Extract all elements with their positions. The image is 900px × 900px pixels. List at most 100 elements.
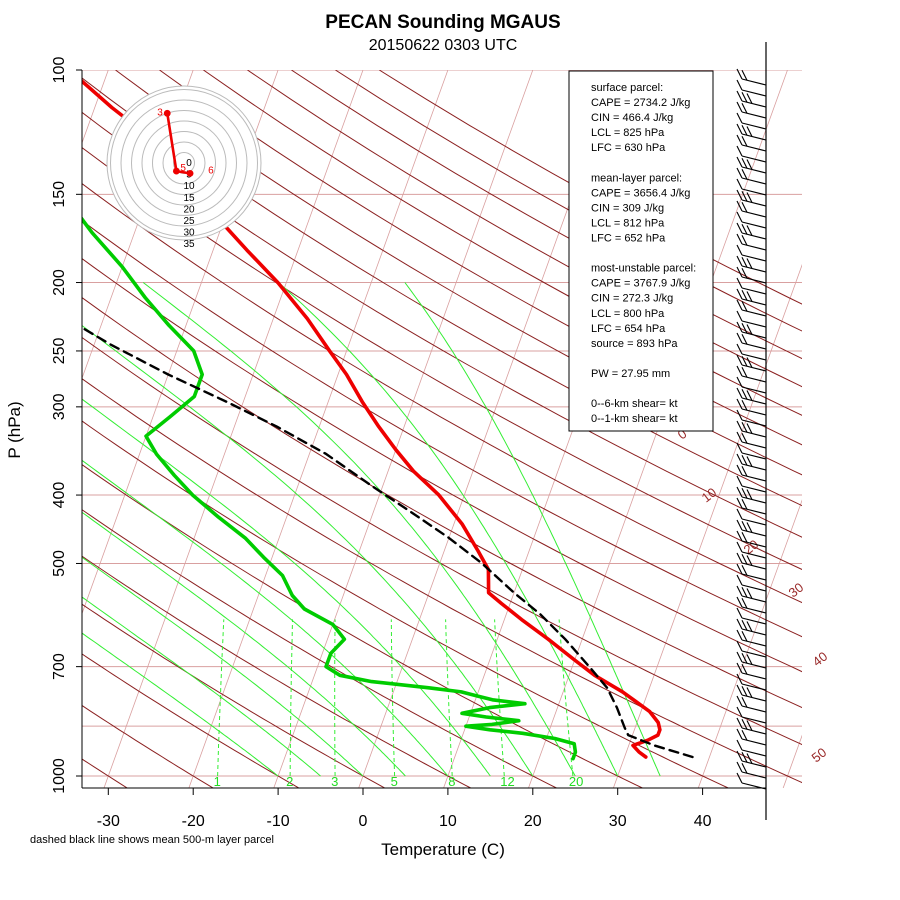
hodograph-ring-label: 15 <box>183 193 195 204</box>
wind-barb <box>736 79 767 97</box>
dry-adiabat <box>82 183 802 604</box>
dry-adiabat <box>82 420 730 788</box>
wind-barb <box>736 211 767 229</box>
chart-title: PECAN Sounding MGAUS <box>325 12 560 33</box>
dry-adiabat <box>82 296 802 709</box>
wind-barb <box>736 420 767 438</box>
wind-barb <box>736 750 767 768</box>
y-tick-label: 1000 <box>51 758 68 794</box>
mixing-ratio-label: 20 <box>569 774 583 789</box>
wind-barb <box>736 354 767 372</box>
footnote: dashed black line shows mean 500-m layer… <box>30 834 274 846</box>
info-line: LFC = 630 hPa <box>591 142 666 154</box>
x-tick-label: -30 <box>97 813 120 830</box>
wind-barb <box>736 68 767 86</box>
wind-barb <box>736 497 767 515</box>
moist-adiabat <box>82 632 279 777</box>
dry-adiabat <box>159 70 802 446</box>
info-line: most-unstable parcel: <box>591 263 696 275</box>
mixing-ratio-label: 1 <box>214 774 221 789</box>
mixing-ratio-label: 12 <box>500 774 514 789</box>
hodograph-point <box>186 169 194 177</box>
wind-barb <box>736 156 767 174</box>
info-line: LCL = 800 hPa <box>591 308 665 320</box>
info-line: LCL = 812 hPa <box>591 217 665 229</box>
wind-barb <box>736 178 767 196</box>
y-tick-label: 200 <box>51 269 68 296</box>
hodograph-ring <box>131 110 237 216</box>
dry-adiabat <box>82 77 802 507</box>
wind-barb <box>736 475 767 493</box>
wind-barb <box>736 530 767 548</box>
wind-barb <box>736 222 767 240</box>
wind-barb <box>736 167 767 185</box>
hodograph-ring-label: 20 <box>183 204 195 215</box>
moist-adiabat <box>142 282 576 777</box>
dry-adiabat <box>82 555 472 788</box>
wind-barb <box>736 695 767 713</box>
hodograph-ring-label: 10 <box>183 181 195 192</box>
info-line: LFC = 654 hPa <box>591 323 666 335</box>
dry-adiabat <box>247 70 802 388</box>
y-tick-label: 100 <box>51 57 68 84</box>
moist-adiabat <box>82 398 491 777</box>
wind-barb <box>736 255 767 273</box>
mixing-ratio-line <box>445 619 453 777</box>
wind-barb <box>736 706 767 724</box>
wind-barb <box>736 662 767 680</box>
parcel-profile <box>82 326 694 759</box>
dry-adiabat <box>82 509 558 788</box>
y-tick-label: 150 <box>51 181 68 208</box>
hodograph-trace: 3 5 6 <box>157 107 214 177</box>
wind-barb <box>736 332 767 350</box>
moist-adiabat <box>82 596 321 777</box>
wind-barb <box>736 717 767 735</box>
dry-adiabat <box>82 146 802 571</box>
wind-barb <box>736 563 767 581</box>
hodograph-ring-label: 35 <box>183 239 195 250</box>
hodograph-ring <box>141 120 227 206</box>
hodograph-ring-label: 30 <box>183 228 195 239</box>
mixing-ratio-label: 5 <box>391 774 398 789</box>
y-tick-label: 700 <box>51 653 68 680</box>
info-box-frame <box>568 70 714 432</box>
y-tick-label: 250 <box>51 338 68 365</box>
wind-barb <box>736 651 767 669</box>
dry-adiabat <box>82 336 802 746</box>
wind-barb <box>736 101 767 119</box>
hodograph-ring <box>110 89 258 237</box>
x-tick-label: 20 <box>524 813 542 830</box>
hodograph-point-label: 3 <box>157 107 163 118</box>
wind-barb <box>736 673 767 691</box>
wind-barb <box>736 772 767 790</box>
wind-barb <box>736 310 767 328</box>
hodograph-background <box>106 85 262 241</box>
wind-barb <box>736 365 767 383</box>
wind-barb <box>736 431 767 449</box>
wind-barb <box>736 123 767 141</box>
info-line: LFC = 652 hPa <box>591 233 666 245</box>
parcel-info-box: surface parcel: CAPE = 2734.2 J/kg CIN = 4… <box>568 70 714 432</box>
y-tick-label: 400 <box>51 482 68 509</box>
wind-barb <box>736 629 767 647</box>
hodograph-rings <box>106 85 262 241</box>
wind-barb <box>736 409 767 427</box>
wind-barb <box>736 134 767 152</box>
wind-barb <box>736 387 767 405</box>
wind-barb <box>736 343 767 361</box>
mixing-ratio-line <box>390 619 396 777</box>
dry-adiabat <box>82 111 802 538</box>
wind-barb <box>736 541 767 559</box>
wind-barb <box>736 607 767 625</box>
info-line: CAPE = 3656.4 J/kg <box>591 187 690 199</box>
moist-adiabat <box>82 511 406 777</box>
moist-adiabat <box>278 282 619 777</box>
mixing-ratio-label: 8 <box>448 774 455 789</box>
info-line: CIN = 272.3 J/kg <box>591 293 673 305</box>
wind-barb <box>736 145 767 163</box>
wind-barb <box>736 442 767 460</box>
wind-barb <box>736 321 767 339</box>
wind-barb <box>736 233 767 251</box>
x-tick-label: 0 <box>359 813 368 830</box>
